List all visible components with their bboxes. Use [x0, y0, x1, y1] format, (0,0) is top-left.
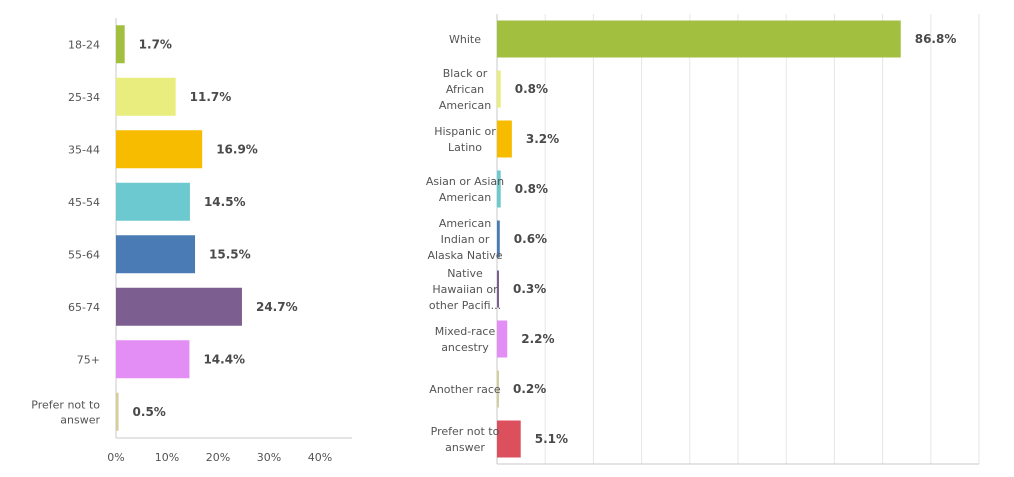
- race-value-label: 5.1%: [535, 432, 568, 446]
- race-category-label: Hawaiian or: [432, 283, 498, 296]
- race-value-label: 0.6%: [514, 232, 547, 246]
- age-x-tick-label: 10%: [155, 451, 179, 464]
- age-value-label: 16.9%: [216, 142, 258, 156]
- race-category-label: Indian or: [441, 233, 490, 246]
- age-category-label: 55-64: [68, 248, 100, 261]
- race-category-label: American: [439, 99, 491, 112]
- race-bar-hispanic-or-latino: [497, 120, 512, 158]
- age-category-label: 35-44: [68, 143, 100, 156]
- age-bar-18-24: [116, 25, 125, 64]
- age-bar-55-64: [116, 235, 196, 274]
- age-x-tick-label: 40%: [308, 451, 332, 464]
- race-category-label: Latino: [448, 141, 482, 154]
- age-category-label: 75+: [77, 353, 100, 366]
- race-category-label: Asian or Asian: [426, 175, 504, 188]
- age-category-label: Prefer not to: [31, 398, 100, 411]
- age-value-label: 15.5%: [209, 247, 251, 261]
- age-category-label: 65-74: [68, 301, 100, 314]
- race-category-label: Mixed-race: [435, 325, 496, 338]
- race-value-label: 0.8%: [515, 182, 548, 196]
- race-category-label: Another race: [429, 383, 501, 396]
- race-bar-black-or-african-american: [497, 70, 501, 108]
- age-x-tick-label: 30%: [257, 451, 281, 464]
- race-bar-native-hawaiian-or-other-pacifi: [497, 270, 499, 308]
- age-value-label: 24.7%: [256, 300, 298, 314]
- race-value-label: 0.3%: [513, 282, 546, 296]
- age-bar-25-34: [116, 77, 176, 116]
- race-category-label: Alaska Native: [427, 249, 502, 262]
- race-bar-asian-or-asian-american: [497, 170, 501, 208]
- race-category-label: White: [449, 33, 481, 46]
- race-category-label: American: [439, 191, 491, 204]
- race-bar-mixed-race-ancestry: [497, 320, 508, 358]
- race-category-label: Prefer not to: [431, 425, 500, 438]
- age-x-tick-label: 0%: [107, 451, 124, 464]
- race-bar-american-indian-or-alaska-native: [497, 220, 500, 258]
- age-value-label: 14.4%: [203, 352, 245, 366]
- age-value-label: 14.5%: [204, 195, 246, 209]
- age-category-label: 18-24: [68, 38, 100, 51]
- age-category-label: 25-34: [68, 91, 100, 104]
- race-value-label: 0.2%: [513, 382, 546, 396]
- age-bar-45-54: [116, 182, 190, 221]
- age-bar-prefer-not-to-answer: [116, 392, 119, 431]
- race-category-label: ancestry: [441, 341, 489, 354]
- age-value-label: 1.7%: [139, 37, 172, 51]
- age-category-label: 45-54: [68, 196, 100, 209]
- race-category-label: Black or: [443, 67, 488, 80]
- race-category-label: American: [439, 217, 491, 230]
- race-category-label: Native: [447, 267, 483, 280]
- race-bar-prefer-not-to-answer: [497, 420, 521, 458]
- age-value-label: 11.7%: [190, 90, 232, 104]
- race-category-label: answer: [445, 441, 485, 454]
- race-category-label: African: [446, 83, 484, 96]
- race-category-label: other Pacifi...: [429, 299, 501, 312]
- age-x-tick-label: 20%: [206, 451, 230, 464]
- race-value-label: 2.2%: [521, 332, 554, 346]
- age-category-label: answer: [60, 413, 100, 426]
- age-bar-75: [116, 340, 190, 379]
- age-bar-65-74: [116, 287, 242, 326]
- age-bar-35-44: [116, 130, 203, 169]
- race-bar-white: [497, 20, 901, 58]
- race-value-label: 0.8%: [515, 82, 548, 96]
- race-value-label: 3.2%: [526, 132, 559, 146]
- race-bar-another-race: [497, 370, 499, 408]
- age-value-label: 0.5%: [133, 405, 166, 419]
- race-value-label: 86.8%: [915, 32, 957, 46]
- race-category-label: Hispanic or: [434, 125, 496, 138]
